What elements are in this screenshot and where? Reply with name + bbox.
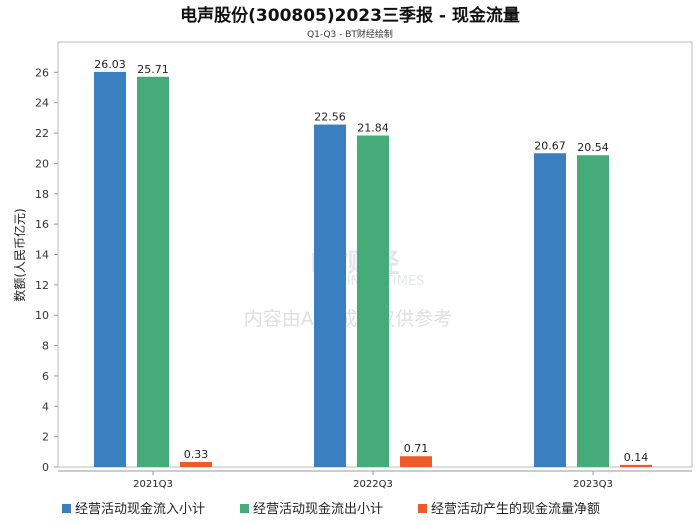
y-tick-label: 14 bbox=[35, 249, 49, 262]
bar bbox=[400, 456, 432, 467]
watermark: BT财经 BUSINESSTIMES 内容由AI生成，仅供参考 bbox=[244, 248, 453, 330]
data-label: 0.14 bbox=[624, 451, 649, 464]
x-tick-label: 2022Q3 bbox=[353, 479, 393, 490]
bar bbox=[577, 155, 609, 467]
y-tick-label: 16 bbox=[35, 218, 49, 231]
y-tick-label: 20 bbox=[35, 157, 49, 170]
chart-subtitle: Q1-Q3 - BT财经绘制 bbox=[307, 28, 393, 40]
legend-label: 经营活动现金流入小计 bbox=[75, 501, 205, 517]
y-tick-label: 2 bbox=[42, 431, 49, 444]
y-tick-label: 26 bbox=[35, 66, 49, 79]
y-tick-label: 24 bbox=[35, 97, 49, 110]
legend-swatch bbox=[418, 504, 427, 513]
bar bbox=[357, 135, 389, 467]
y-tick-label: 10 bbox=[35, 309, 49, 322]
y-tick-label: 8 bbox=[42, 340, 49, 353]
y-tick-label: 4 bbox=[42, 400, 49, 413]
y-tick-label: 18 bbox=[35, 188, 49, 201]
bar bbox=[94, 71, 126, 467]
bar bbox=[180, 461, 212, 467]
legend-label: 经营活动现金流出小计 bbox=[253, 501, 383, 517]
data-label: 0.71 bbox=[404, 442, 429, 455]
y-tick-label: 0 bbox=[42, 461, 49, 474]
legend: 经营活动现金流入小计 经营活动现金流出小计 经营活动产生的现金流量净额 bbox=[62, 501, 600, 517]
data-label: 25.71 bbox=[137, 63, 169, 76]
bar bbox=[620, 464, 652, 467]
data-label: 0.33 bbox=[184, 448, 209, 461]
y-tick-label: 12 bbox=[35, 279, 49, 292]
y-tick-label: 6 bbox=[42, 370, 49, 383]
bar bbox=[314, 124, 346, 468]
bar bbox=[137, 76, 169, 468]
data-label: 20.67 bbox=[534, 139, 566, 152]
legend-swatch bbox=[240, 504, 249, 513]
data-label: 26.03 bbox=[94, 58, 126, 71]
x-axis: 2021Q3 2022Q3 2023Q3 bbox=[133, 471, 613, 490]
chart-title: 电声股份(300805)2023三季报 - 现金流量 bbox=[180, 5, 520, 26]
x-tick-label: 2023Q3 bbox=[573, 479, 613, 490]
y-axis-label: 数额(人民币亿元) bbox=[12, 208, 27, 301]
data-label: 21.84 bbox=[357, 122, 389, 135]
x-tick-label: 2021Q3 bbox=[133, 479, 173, 490]
y-tick-label: 22 bbox=[35, 127, 49, 140]
data-label: 22.56 bbox=[314, 111, 346, 124]
bar bbox=[534, 153, 566, 468]
legend-label: 经营活动产生的现金流量净额 bbox=[431, 501, 600, 517]
legend-swatch bbox=[62, 504, 71, 513]
data-label: 20.54 bbox=[577, 141, 609, 154]
watermark-notice: 内容由AI生成，仅供参考 bbox=[244, 308, 453, 330]
bars: 26.03 25.71 0.33 22.56 21.84 0.71 20.67 20.54 0.… bbox=[94, 58, 652, 468]
